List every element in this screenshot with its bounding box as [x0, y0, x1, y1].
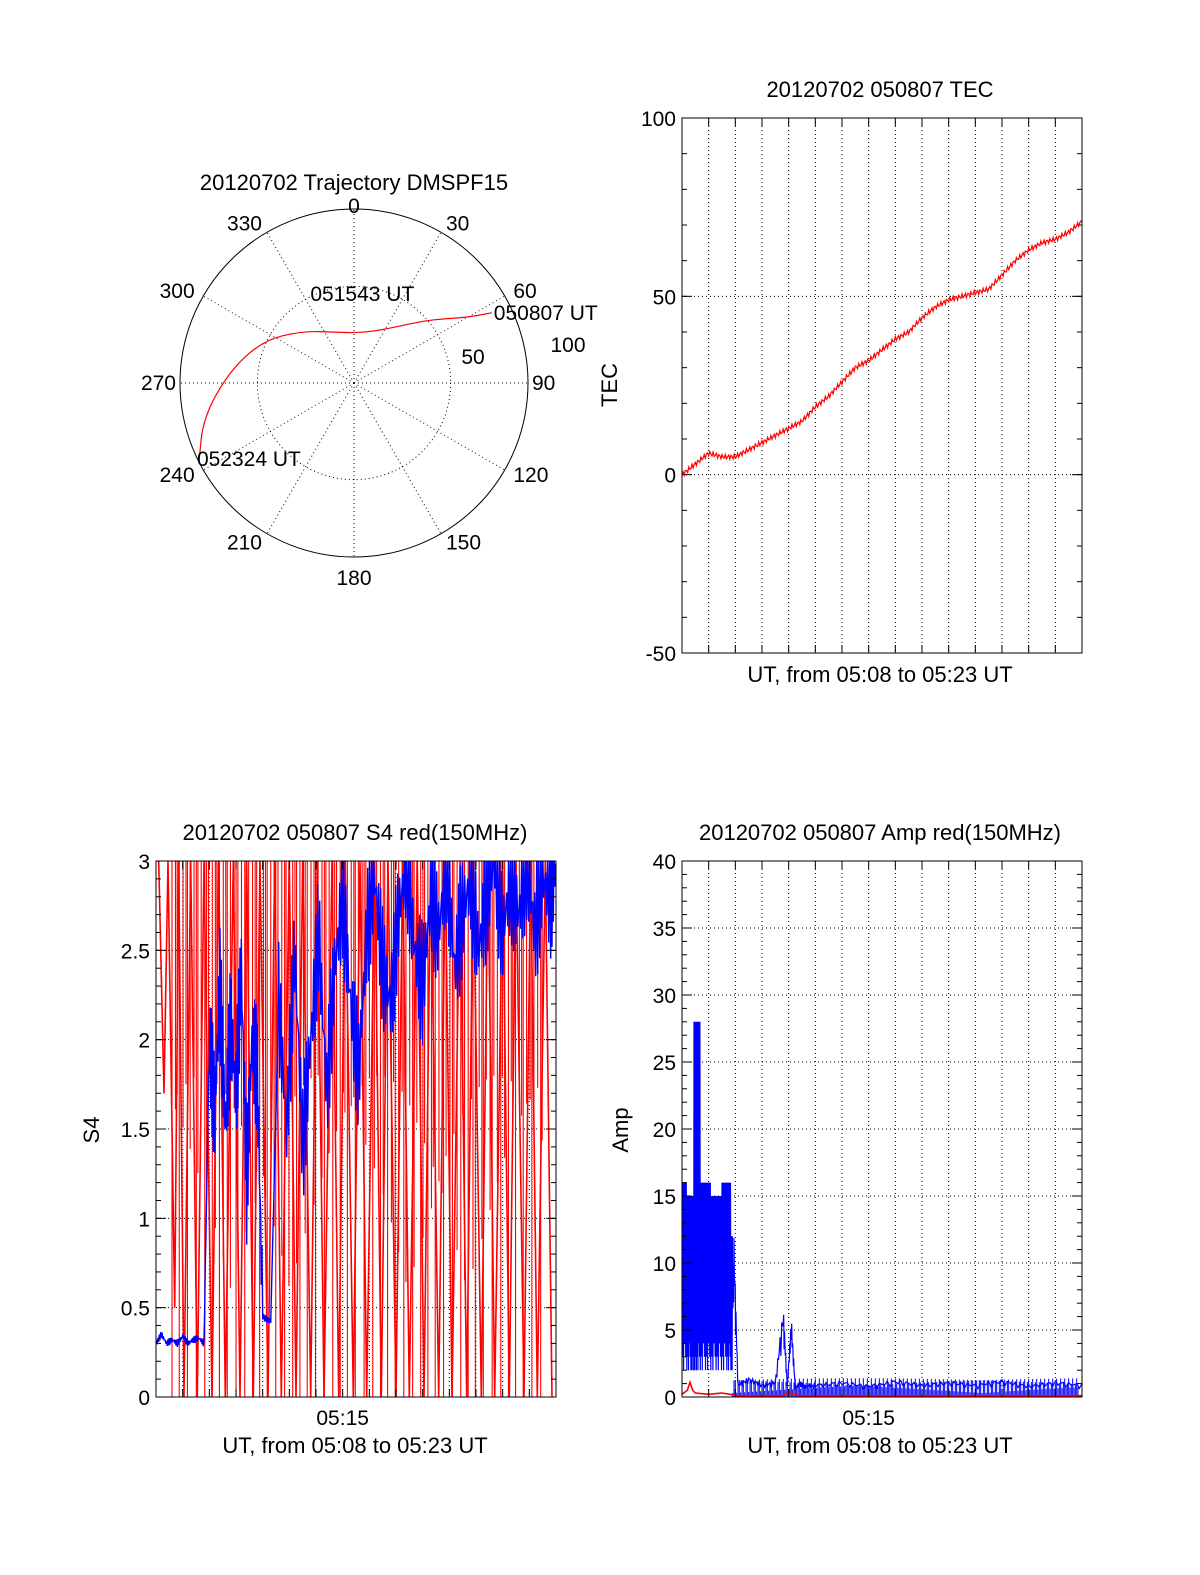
polar-spoke [266, 382, 355, 534]
tec-plot-frame [681, 117, 1083, 654]
amp-ticks: 0 5 10 15 20 25 30 35 40 05:15 [653, 851, 1083, 1430]
trajectory-time-label: 052324 UT [197, 448, 301, 471]
amp-ytick-label: 20 [653, 1119, 676, 1142]
s4-series [156, 861, 556, 1397]
amp-y-axis-label: Amp [608, 1107, 633, 1152]
polar-angle-label: 330 [227, 213, 262, 236]
polar-angle-label: 0 [348, 195, 360, 218]
trajectory-time-label: 051543 UT [310, 283, 414, 306]
amp-x-axis-label: UT, from 05:08 to 05:23 UT [747, 1433, 1012, 1458]
amp-title: 20120702 050807 Amp red(150MHz) [699, 820, 1061, 845]
s4-xtick-label: 05:15 [316, 1407, 369, 1430]
tec-ytick-label: -50 [646, 643, 676, 666]
trajectory-time-label: 050807 UT [494, 302, 598, 325]
amp-ytick-label: 15 [653, 1186, 676, 1209]
amp-grid [682, 861, 1082, 1397]
tec-panel: 20120702 050807 TEC -50 0 50 100 UT, from 0… [597, 77, 1083, 687]
amp-ytick-label: 35 [653, 918, 676, 941]
s4-ytick-label: 3 [138, 851, 150, 874]
polar-spoke [353, 232, 442, 384]
trajectory-polar-panel: 20120702 Trajectory DMSPF15 0 30 60 90 120 15… [141, 170, 598, 590]
trajectory-annotations: 050807 UT 051543 UT 052324 UT [197, 283, 598, 471]
polar-grid [180, 209, 528, 557]
s4-blue-series-line [156, 861, 556, 1347]
tec-ytick-label: 50 [653, 286, 676, 309]
s4-x-axis-label: UT, from 05:08 to 05:23 UT [222, 1433, 487, 1458]
amp-blue-series-line [682, 1021, 1082, 1391]
s4-panel: 20120702 050807 S4 red(150MHz) 0 0.5 1 1.5 2… [79, 820, 557, 1458]
polar-spoke [353, 382, 442, 534]
polar-spoke [353, 295, 505, 384]
polar-angle-label: 90 [532, 372, 555, 395]
s4-title: 20120702 050807 S4 red(150MHz) [183, 820, 528, 845]
s4-ytick-label: 1.5 [121, 1119, 150, 1142]
polar-angle-label: 210 [227, 531, 262, 554]
amp-ytick-label: 10 [653, 1253, 676, 1276]
tec-ytick-label: 100 [641, 108, 676, 131]
tec-ticks: -50 0 50 100 [641, 108, 1083, 666]
amp-ytick-label: 0 [664, 1387, 676, 1410]
trajectory-series-line [198, 312, 492, 463]
polar-angle-label: 150 [446, 531, 481, 554]
amp-ytick-label: 5 [664, 1320, 676, 1343]
polar-outer-circle [179, 208, 529, 558]
tec-x-axis-label: UT, from 05:08 to 05:23 UT [747, 662, 1012, 687]
polar-spoke [353, 382, 505, 471]
amp-ytick-label: 30 [653, 985, 676, 1008]
s4-ytick-label: 0 [138, 1387, 150, 1410]
polar-spoke [203, 295, 355, 384]
s4-ytick-label: 1 [138, 1208, 150, 1231]
s4-ytick-label: 0.5 [121, 1298, 150, 1321]
polar-radial-label: 100 [550, 334, 585, 357]
tec-title: 20120702 050807 TEC [766, 77, 993, 102]
tec-series-line [681, 220, 1083, 478]
amp-plot-frame [681, 860, 1083, 1398]
trajectory-title: 20120702 Trajectory DMSPF15 [200, 170, 508, 195]
polar-angle-label: 60 [513, 280, 536, 303]
polar-angle-label: 270 [141, 372, 176, 395]
amp-ytick-label: 40 [653, 851, 676, 874]
s4-ytick-label: 2 [138, 1030, 150, 1053]
polar-angle-label: 240 [160, 464, 195, 487]
polar-angle-label: 30 [446, 213, 469, 236]
tec-grid [682, 118, 1082, 653]
polar-spoke [203, 382, 355, 471]
tec-y-axis-label: TEC [597, 363, 622, 407]
polar-angle-labels: 0 30 60 90 120 150 180 210 240 270 300 330 [141, 195, 555, 590]
polar-angle-label: 300 [160, 280, 195, 303]
amp-xtick-label: 05:15 [842, 1407, 895, 1430]
polar-spoke [266, 232, 355, 384]
amp-ytick-label: 25 [653, 1052, 676, 1075]
s4-plot-frame [155, 860, 557, 1398]
polar-radial-label: 50 [461, 346, 484, 369]
amp-panel: 20120702 050807 Amp red(150MHz) 0 5 10 15 20… [608, 820, 1083, 1458]
s4-ytick-label: 2.5 [121, 940, 150, 963]
amp-red-series-line [682, 1379, 1082, 1397]
amp-series [682, 1021, 1082, 1397]
polar-angle-label: 180 [336, 567, 371, 590]
polar-radial-labels: 50 100 [461, 334, 585, 369]
s4-ticks: 0 0.5 1 1.5 2 2.5 3 05:15 [121, 851, 557, 1430]
tec-ytick-label: 0 [664, 465, 676, 488]
polar-angle-label: 120 [513, 464, 548, 487]
s4-y-axis-label: S4 [79, 1117, 104, 1144]
